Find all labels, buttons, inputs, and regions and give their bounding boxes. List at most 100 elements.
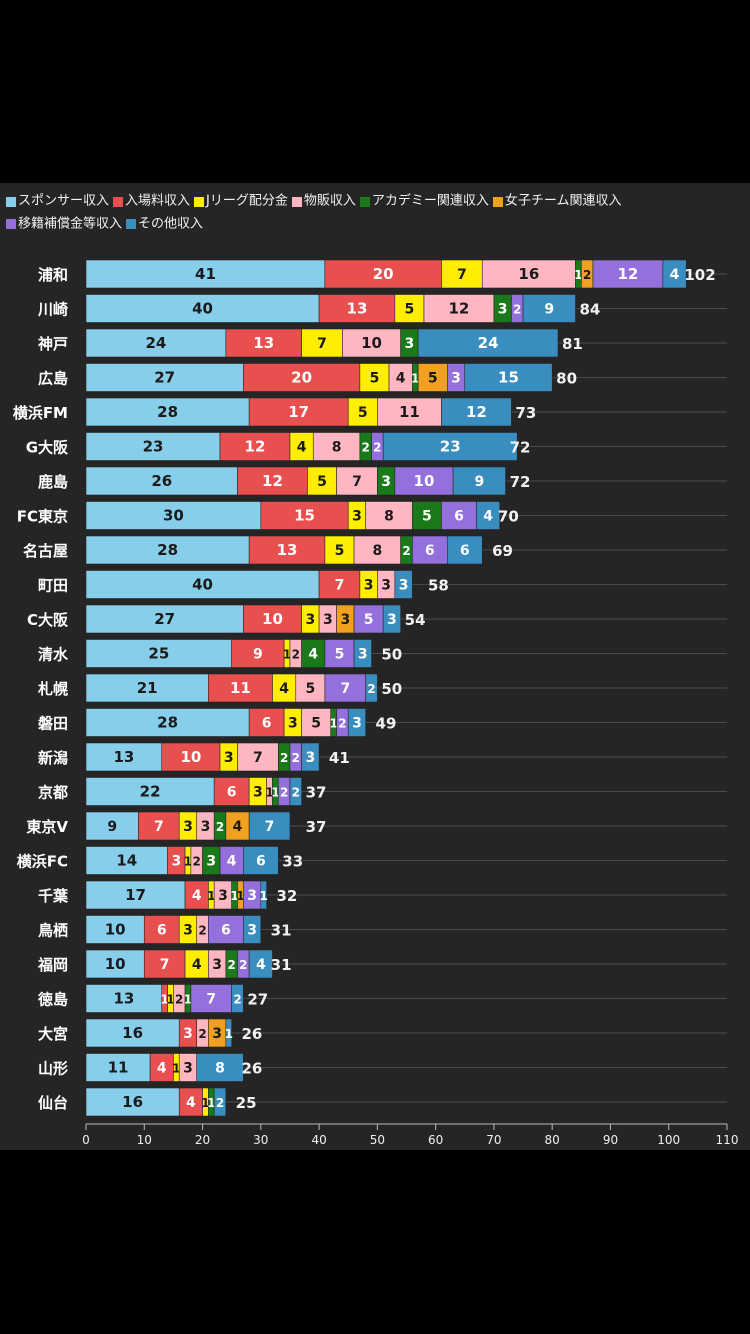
segment-value-label: 3 bbox=[206, 854, 216, 870]
category-label: 仙台 bbox=[38, 1094, 68, 1112]
bar-segment bbox=[446, 535, 483, 565]
total-label: 70 bbox=[498, 508, 519, 526]
chart-legend: スポンサー収入 入場料収入 Jリーグ配分金 物販収入 アカデミー関連収入 女子チーム関連収… bbox=[6, 190, 741, 235]
segment-value-label: 1 bbox=[207, 889, 215, 903]
segment-value-label: 8 bbox=[332, 440, 342, 456]
bar-segment bbox=[237, 466, 308, 496]
total-label: 72 bbox=[510, 473, 531, 491]
segment-value-label: 10 bbox=[105, 921, 126, 939]
segment-value-label: 8 bbox=[372, 543, 382, 559]
category-label: 鳥栖 bbox=[38, 922, 68, 940]
segment-value-label: 3 bbox=[451, 371, 461, 387]
segment-value-label: 1 bbox=[265, 786, 273, 800]
bar-segment bbox=[196, 1053, 244, 1082]
category-label: 神戸 bbox=[38, 335, 68, 353]
segment-value-label: 3 bbox=[218, 888, 228, 904]
bar-segment bbox=[85, 708, 250, 737]
segment-value-label: 3 bbox=[247, 888, 257, 904]
bar-segment bbox=[225, 1018, 232, 1048]
legend-label: アカデミー関連収入 bbox=[371, 193, 489, 209]
bar-segment bbox=[243, 915, 262, 944]
segment-value-label: 13 bbox=[277, 541, 298, 559]
segment-value-label: 1 bbox=[225, 1027, 233, 1041]
segment-value-label: 3 bbox=[183, 1026, 193, 1042]
legend-swatch bbox=[194, 196, 205, 207]
x-tick-label: 80 bbox=[545, 1133, 560, 1147]
segment-value-label: 10 bbox=[361, 334, 382, 352]
x-tick-label: 20 bbox=[195, 1133, 210, 1147]
segment-value-label: 7 bbox=[340, 681, 350, 697]
segment-value-label: 2 bbox=[583, 268, 591, 282]
segment-value-label: 3 bbox=[381, 578, 391, 594]
segment-value-label: 3 bbox=[399, 578, 409, 594]
segment-value-label: 3 bbox=[183, 1061, 193, 1077]
total-label: 27 bbox=[247, 991, 268, 1009]
x-tick-label: 40 bbox=[311, 1133, 326, 1147]
segment-value-label: 2 bbox=[198, 1027, 206, 1041]
category-label: 新潟 bbox=[38, 749, 68, 767]
segment-value-label: 3 bbox=[253, 785, 263, 801]
segment-value-label: 4 bbox=[297, 440, 307, 456]
bar-segment bbox=[441, 501, 477, 530]
category-label: 町田 bbox=[38, 577, 68, 595]
bar-segment bbox=[190, 984, 232, 1013]
segment-value-label: 6 bbox=[157, 923, 167, 939]
category-label: 広島 bbox=[38, 370, 68, 388]
segment-value-label: 2 bbox=[175, 993, 183, 1007]
bar-segment bbox=[243, 604, 302, 634]
segment-value-label: 2 bbox=[216, 820, 224, 834]
legend-swatch bbox=[6, 196, 16, 207]
segment-value-label: 10 bbox=[414, 472, 435, 490]
segment-value-label: 3 bbox=[381, 474, 391, 490]
bar-segment bbox=[208, 915, 244, 944]
bar-segment bbox=[336, 466, 378, 496]
segment-value-label: 6 bbox=[221, 923, 231, 939]
category-label: 川崎 bbox=[37, 301, 68, 319]
segment-value-label: 7 bbox=[265, 819, 275, 835]
total-label: 31 bbox=[271, 956, 292, 974]
segment-value-label: 10 bbox=[180, 748, 201, 766]
segment-value-label: 1 bbox=[260, 889, 268, 903]
bar-segment bbox=[394, 294, 425, 323]
segment-value-label: 7 bbox=[160, 957, 170, 973]
segment-value-label: 41 bbox=[195, 265, 216, 283]
segment-value-label: 7 bbox=[457, 267, 467, 283]
bar-segment bbox=[85, 1018, 180, 1048]
category-label: 鹿島 bbox=[38, 473, 68, 491]
total-label: 37 bbox=[306, 784, 327, 802]
bar-segment bbox=[85, 259, 326, 289]
segment-value-label: 16 bbox=[122, 1024, 143, 1042]
segment-value-label: 7 bbox=[253, 750, 263, 766]
segment-value-label: 1 bbox=[184, 993, 192, 1007]
segment-value-label: 6 bbox=[262, 716, 272, 732]
segment-value-label: 11 bbox=[230, 679, 251, 697]
bar-segment bbox=[85, 570, 320, 599]
segment-value-label: 3 bbox=[201, 819, 211, 835]
segment-value-label: 22 bbox=[140, 783, 161, 801]
bar-segment bbox=[243, 846, 279, 875]
segment-value-label: 11 bbox=[399, 403, 420, 421]
segment-value-label: 7 bbox=[206, 992, 216, 1008]
segment-value-label: 4 bbox=[483, 509, 493, 525]
bar-segment bbox=[324, 639, 355, 668]
segment-value-label: 12 bbox=[466, 403, 487, 421]
legend-label: 女子チーム関連収入 bbox=[504, 193, 622, 209]
total-label: 81 bbox=[562, 335, 583, 353]
bar-segment bbox=[312, 432, 361, 461]
segment-value-label: 20 bbox=[373, 265, 394, 283]
segment-value-label: 17 bbox=[288, 403, 309, 421]
segment-value-label: 5 bbox=[370, 371, 380, 387]
segment-value-label: 2 bbox=[228, 958, 236, 972]
bar-segment bbox=[301, 742, 320, 772]
total-label: 26 bbox=[242, 1060, 263, 1078]
segment-value-label: 3 bbox=[288, 716, 298, 732]
segment-value-label: 30 bbox=[163, 507, 184, 525]
legend-item: 入場料収入 bbox=[113, 190, 190, 213]
bar-segment bbox=[353, 535, 401, 565]
x-tick-label: 0 bbox=[82, 1133, 90, 1147]
bar-segment bbox=[295, 673, 326, 703]
category-label: 福岡 bbox=[37, 956, 68, 974]
bar-segment bbox=[85, 363, 244, 392]
segment-value-label: 4 bbox=[396, 371, 406, 387]
total-label: 33 bbox=[282, 853, 303, 871]
